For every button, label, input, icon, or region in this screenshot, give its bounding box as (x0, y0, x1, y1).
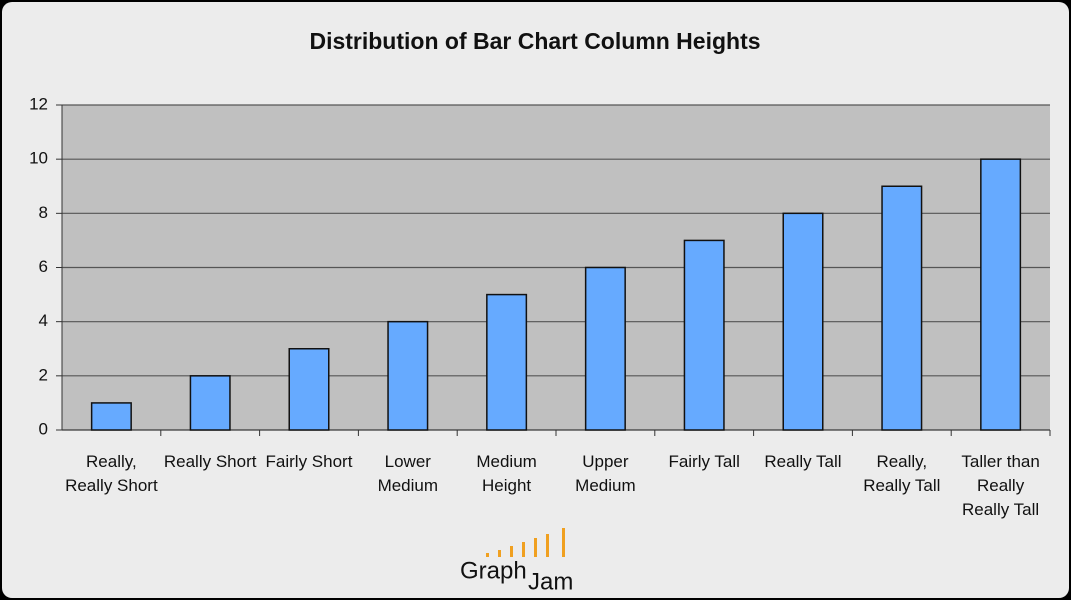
bar (288, 348, 330, 431)
bar (90, 402, 132, 431)
bar (387, 320, 429, 431)
x-tick-label: Fairly Tall (668, 452, 740, 471)
x-tick-label: Really, Really Short (65, 452, 158, 495)
x-tick-label: Medium Height (476, 452, 537, 495)
bar (189, 375, 231, 431)
bar (782, 212, 824, 431)
x-tick-label: Upper Medium (575, 452, 636, 495)
y-tick-label: 12 (29, 94, 48, 113)
x-tick-label: Taller than Really Really Tall (961, 452, 1040, 519)
bar (584, 266, 626, 431)
bar (486, 293, 528, 431)
chart-title: Distribution of Bar Chart Column Heights (309, 28, 760, 54)
x-tick-label: Really Short (163, 452, 257, 471)
y-tick-label: 2 (39, 365, 48, 384)
y-tick-label: 10 (29, 149, 48, 168)
x-tick-label: Really Tall (764, 452, 842, 471)
y-tick-label: 4 (39, 311, 48, 330)
logo-text: Jam (528, 568, 573, 595)
y-tick-label: 0 (39, 419, 48, 438)
y-tick-label: 8 (39, 203, 48, 222)
x-tick-label: Lower Medium (377, 452, 439, 495)
x-tick-label: Really, Really Tall (863, 452, 941, 495)
bar (980, 158, 1022, 431)
x-tick-label: Fairly Short (265, 452, 353, 471)
y-tick-label: 6 (39, 257, 48, 276)
logo-bars (486, 528, 565, 557)
bar (881, 185, 923, 431)
logo-text: Graph (460, 557, 527, 584)
bar (683, 239, 725, 431)
